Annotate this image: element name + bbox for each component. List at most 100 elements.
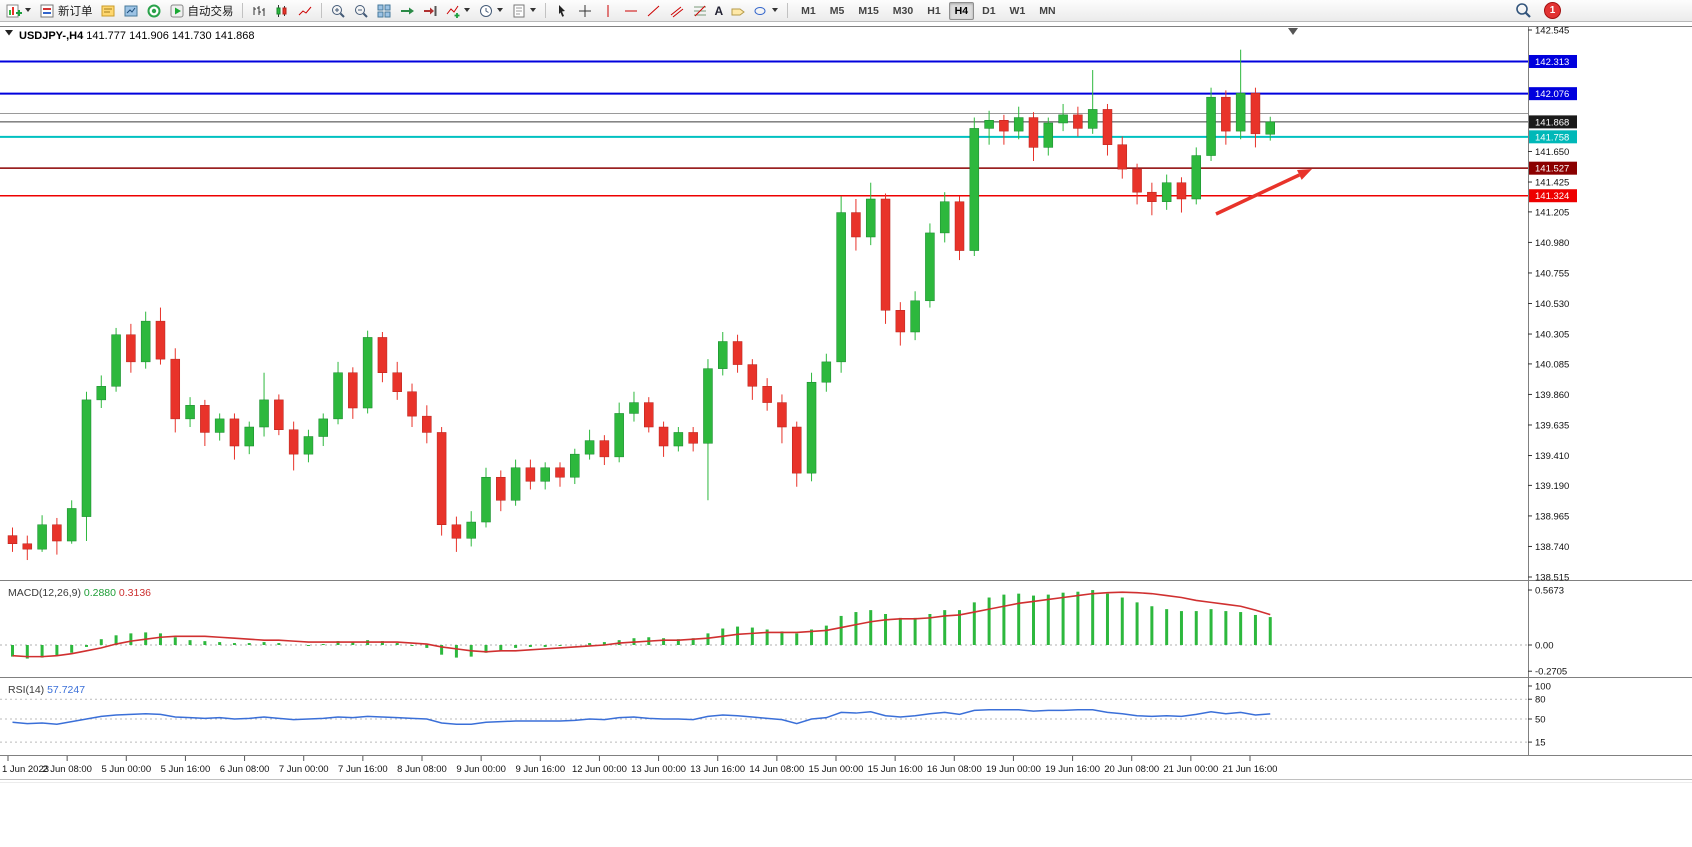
candle [1132,168,1142,193]
candle [644,402,654,428]
timeframe-button-h4[interactable]: H4 [948,1,975,20]
zoom-in-button[interactable] [327,1,349,20]
candle [1235,92,1246,132]
price-line-label [1529,189,1577,203]
candle [525,467,536,482]
timeframe-button-w1[interactable]: W1 [1009,4,1026,17]
candle [37,524,47,550]
indicators-button[interactable] [442,1,474,20]
tile-windows-button[interactable] [373,1,395,20]
rsi-indicator-layer [0,698,1528,743]
chart-canvas[interactable]: 142.545 141.650 141.425 141.205 140.980 140.7… [0,22,1692,842]
candle [895,310,906,333]
price-axis[interactable]: 142.545 141.650 141.425 141.205 140.980 140.7… [1528,26,1577,749]
line-chart-button[interactable] [294,1,316,20]
candle [392,372,402,392]
candle [732,341,743,365]
time-axis-label: 9 Jun 00:00 [456,764,506,775]
metaeditor-button[interactable] [97,1,119,20]
time-axis-label: 13 Jun 00:00 [631,764,686,775]
timeframe-button-d1[interactable]: D1 [982,4,996,17]
text-tool-button[interactable]: A [712,1,727,20]
auto-trading-icon [170,4,183,17]
candle [1250,92,1261,135]
symbol-dropdown-icon[interactable] [5,30,13,36]
profiles-button[interactable] [120,1,142,20]
rsi-axis-label: 100 [1535,682,1551,693]
auto-scroll-button[interactable] [396,1,418,20]
timeframe-button-m5[interactable]: M5 [829,4,845,17]
zoom-out-button[interactable] [350,1,372,20]
macd-label: MACD(12,26,9) 0.2880 0.3136 [8,587,151,599]
cursor-button[interactable] [551,1,573,20]
notification-badge[interactable]: 1 [1544,2,1561,19]
community-icon [147,4,160,17]
crosshair-button[interactable] [574,1,596,20]
timeframe-button-m1[interactable]: M1 [801,4,816,17]
timeframe-button-h1[interactable]: H1 [927,4,941,17]
chart-shift-marker-icon[interactable] [1288,28,1298,35]
time-axis-label: 7 Jun 16:00 [338,764,388,775]
template-icon [513,4,524,17]
price-line-label [1529,130,1577,144]
candle [436,432,447,525]
vertical-line-button[interactable] [597,1,619,20]
candle [718,341,728,369]
candle [555,467,565,478]
horizontal-line-button[interactable] [620,1,642,20]
time-axis-label: 8 Jun 08:00 [397,764,447,775]
candle [407,391,417,417]
price-axis-label: 140.085 [1535,359,1569,370]
candle [806,381,817,474]
search-button[interactable] [1512,1,1535,20]
macd-axis-label: 0.5673 [1535,586,1564,597]
timeframe-button-mn[interactable]: MN [1039,4,1056,17]
candle [1087,109,1098,129]
fibonacci-button[interactable] [689,1,711,20]
candle [348,372,358,409]
candle [52,524,62,542]
chart-plot-area[interactable] [0,27,1528,580]
time-axis-label: 7 Jun 00:00 [279,764,329,775]
trend-arrow-annotation[interactable] [1215,173,1301,216]
chevron-down-icon [772,8,779,12]
main-toolbar: 新订单 自动交易 [0,0,1692,22]
community-button[interactable] [143,1,165,20]
toolbar-separator [320,3,322,18]
price-line-label-text: 142.076 [1535,89,1569,100]
text-label-button[interactable] [727,1,749,20]
time-axis-label: 19 Jun 00:00 [986,764,1041,775]
candle [540,467,550,482]
timeframe-group: M1 M5 M15 M30 H1 H4 D1 W1 MN [795,1,1061,20]
templates-button[interactable] [508,1,540,20]
candle [1043,122,1054,148]
candle [1176,182,1187,200]
periods-button[interactable] [475,1,507,20]
candle [96,386,107,401]
timeframe-button-m30[interactable]: M30 [892,4,914,17]
chart-window: 142.545 141.650 141.425 141.205 140.980 140.7… [0,22,1692,842]
candle [836,212,846,363]
time-axis-label: 15 Jun 16:00 [868,764,923,775]
zoom-out-icon [354,4,368,18]
trendline-button[interactable] [643,1,665,20]
toolbar-separator [787,3,789,18]
new-chart-button[interactable] [3,1,35,20]
bar-chart-button[interactable] [248,1,270,20]
new-order-button[interactable]: 新订单 [36,1,96,20]
candle [1147,191,1157,202]
price-axis-label: 140.305 [1535,330,1569,341]
channel-button[interactable] [666,1,688,20]
candlestick-chart-button[interactable] [271,1,293,20]
horizontal-line-icon [624,10,637,11]
shift-chart-button[interactable] [419,1,441,20]
trend-arrow-head[interactable] [1296,169,1312,180]
timeframe-button-m15[interactable]: M15 [858,4,879,17]
price-line-label-text: 141.324 [1535,191,1569,202]
price-line-label [1529,161,1577,175]
auto-trading-button[interactable]: 自动交易 [166,1,237,20]
candle [969,128,980,251]
shapes-button[interactable] [750,1,782,20]
candle [629,402,639,414]
